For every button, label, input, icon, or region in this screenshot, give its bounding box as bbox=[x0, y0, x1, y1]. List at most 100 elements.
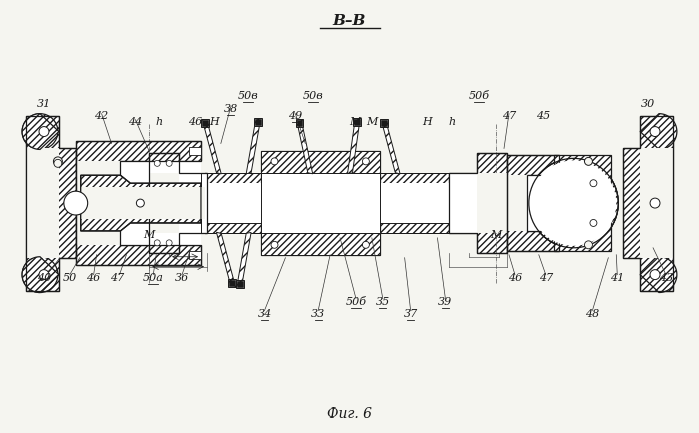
Circle shape bbox=[584, 241, 593, 249]
Text: 47: 47 bbox=[539, 273, 553, 283]
Circle shape bbox=[271, 241, 278, 248]
Circle shape bbox=[271, 158, 278, 165]
Polygon shape bbox=[201, 120, 210, 127]
Polygon shape bbox=[236, 280, 244, 288]
Polygon shape bbox=[246, 122, 260, 174]
Text: 45: 45 bbox=[535, 111, 550, 121]
Text: H: H bbox=[423, 116, 433, 126]
Polygon shape bbox=[201, 173, 449, 183]
Polygon shape bbox=[75, 142, 201, 265]
Polygon shape bbox=[382, 123, 400, 174]
Bar bbox=[261, 152, 380, 173]
Polygon shape bbox=[640, 114, 677, 149]
Circle shape bbox=[650, 270, 660, 280]
Bar bbox=[449, 173, 477, 233]
Text: 31: 31 bbox=[37, 99, 51, 109]
Bar bbox=[261, 173, 380, 233]
Bar bbox=[179, 173, 207, 233]
Bar bbox=[26, 149, 59, 258]
Text: 50а: 50а bbox=[143, 273, 164, 283]
Polygon shape bbox=[297, 122, 312, 174]
Text: M: M bbox=[491, 230, 502, 240]
Circle shape bbox=[64, 191, 87, 215]
Circle shape bbox=[590, 220, 597, 226]
Polygon shape bbox=[81, 175, 201, 231]
Polygon shape bbox=[237, 281, 243, 287]
Bar bbox=[261, 152, 380, 255]
Text: В–В: В–В bbox=[332, 14, 366, 28]
Bar bbox=[201, 183, 449, 223]
Text: 46: 46 bbox=[87, 273, 101, 283]
Polygon shape bbox=[354, 119, 360, 125]
Text: 47: 47 bbox=[110, 273, 124, 283]
Circle shape bbox=[362, 158, 369, 165]
Circle shape bbox=[650, 126, 660, 136]
Polygon shape bbox=[380, 120, 388, 127]
Polygon shape bbox=[347, 122, 360, 174]
Circle shape bbox=[529, 158, 618, 248]
Circle shape bbox=[362, 241, 369, 248]
Polygon shape bbox=[26, 116, 75, 291]
Text: Фиг. 6: Фиг. 6 bbox=[326, 407, 371, 421]
Text: 44: 44 bbox=[128, 116, 143, 126]
Text: 40: 40 bbox=[37, 273, 51, 283]
Bar bbox=[75, 162, 205, 245]
Circle shape bbox=[22, 257, 58, 293]
Bar bbox=[640, 149, 673, 258]
Polygon shape bbox=[353, 118, 361, 126]
Text: 50б: 50б bbox=[468, 91, 490, 101]
Text: h: h bbox=[156, 116, 163, 126]
Text: 49: 49 bbox=[288, 111, 303, 121]
Text: h: h bbox=[449, 116, 456, 126]
Text: 36: 36 bbox=[175, 273, 189, 283]
Text: M: M bbox=[143, 230, 155, 240]
Polygon shape bbox=[382, 120, 387, 126]
Circle shape bbox=[584, 157, 593, 165]
Polygon shape bbox=[229, 279, 236, 287]
Circle shape bbox=[39, 126, 49, 136]
Text: 41: 41 bbox=[610, 273, 624, 283]
Bar bbox=[261, 233, 380, 255]
Circle shape bbox=[154, 240, 160, 246]
Polygon shape bbox=[296, 120, 303, 126]
Text: 34: 34 bbox=[257, 309, 272, 320]
Polygon shape bbox=[624, 116, 673, 291]
Bar bbox=[81, 187, 205, 219]
Polygon shape bbox=[201, 223, 449, 233]
Circle shape bbox=[590, 180, 597, 187]
Text: 48: 48 bbox=[585, 309, 600, 320]
Circle shape bbox=[166, 160, 172, 166]
Circle shape bbox=[136, 199, 144, 207]
Polygon shape bbox=[554, 155, 612, 251]
Polygon shape bbox=[203, 123, 222, 174]
Circle shape bbox=[39, 270, 49, 280]
Text: 39: 39 bbox=[438, 297, 452, 307]
Polygon shape bbox=[22, 257, 59, 293]
Text: 43: 43 bbox=[659, 273, 673, 283]
Polygon shape bbox=[229, 280, 235, 286]
Bar bbox=[189, 148, 201, 155]
Text: 30: 30 bbox=[641, 99, 655, 109]
Text: 50в: 50в bbox=[237, 91, 258, 101]
Text: 42: 42 bbox=[94, 111, 109, 121]
Circle shape bbox=[650, 198, 660, 208]
Text: 47: 47 bbox=[502, 111, 516, 121]
Text: 37: 37 bbox=[403, 309, 418, 320]
Polygon shape bbox=[22, 114, 59, 149]
Bar bbox=[507, 175, 559, 231]
Polygon shape bbox=[203, 120, 208, 126]
Polygon shape bbox=[296, 119, 303, 127]
Circle shape bbox=[529, 158, 618, 248]
Text: M: M bbox=[366, 116, 377, 126]
Circle shape bbox=[53, 157, 62, 166]
Polygon shape bbox=[449, 153, 507, 253]
Circle shape bbox=[154, 160, 160, 166]
Polygon shape bbox=[254, 118, 261, 126]
Circle shape bbox=[166, 240, 172, 246]
Text: 50б: 50б bbox=[345, 297, 366, 307]
Text: 38: 38 bbox=[224, 103, 238, 114]
Bar bbox=[201, 173, 449, 233]
Bar bbox=[189, 251, 201, 259]
Polygon shape bbox=[254, 120, 261, 126]
Polygon shape bbox=[237, 233, 251, 284]
